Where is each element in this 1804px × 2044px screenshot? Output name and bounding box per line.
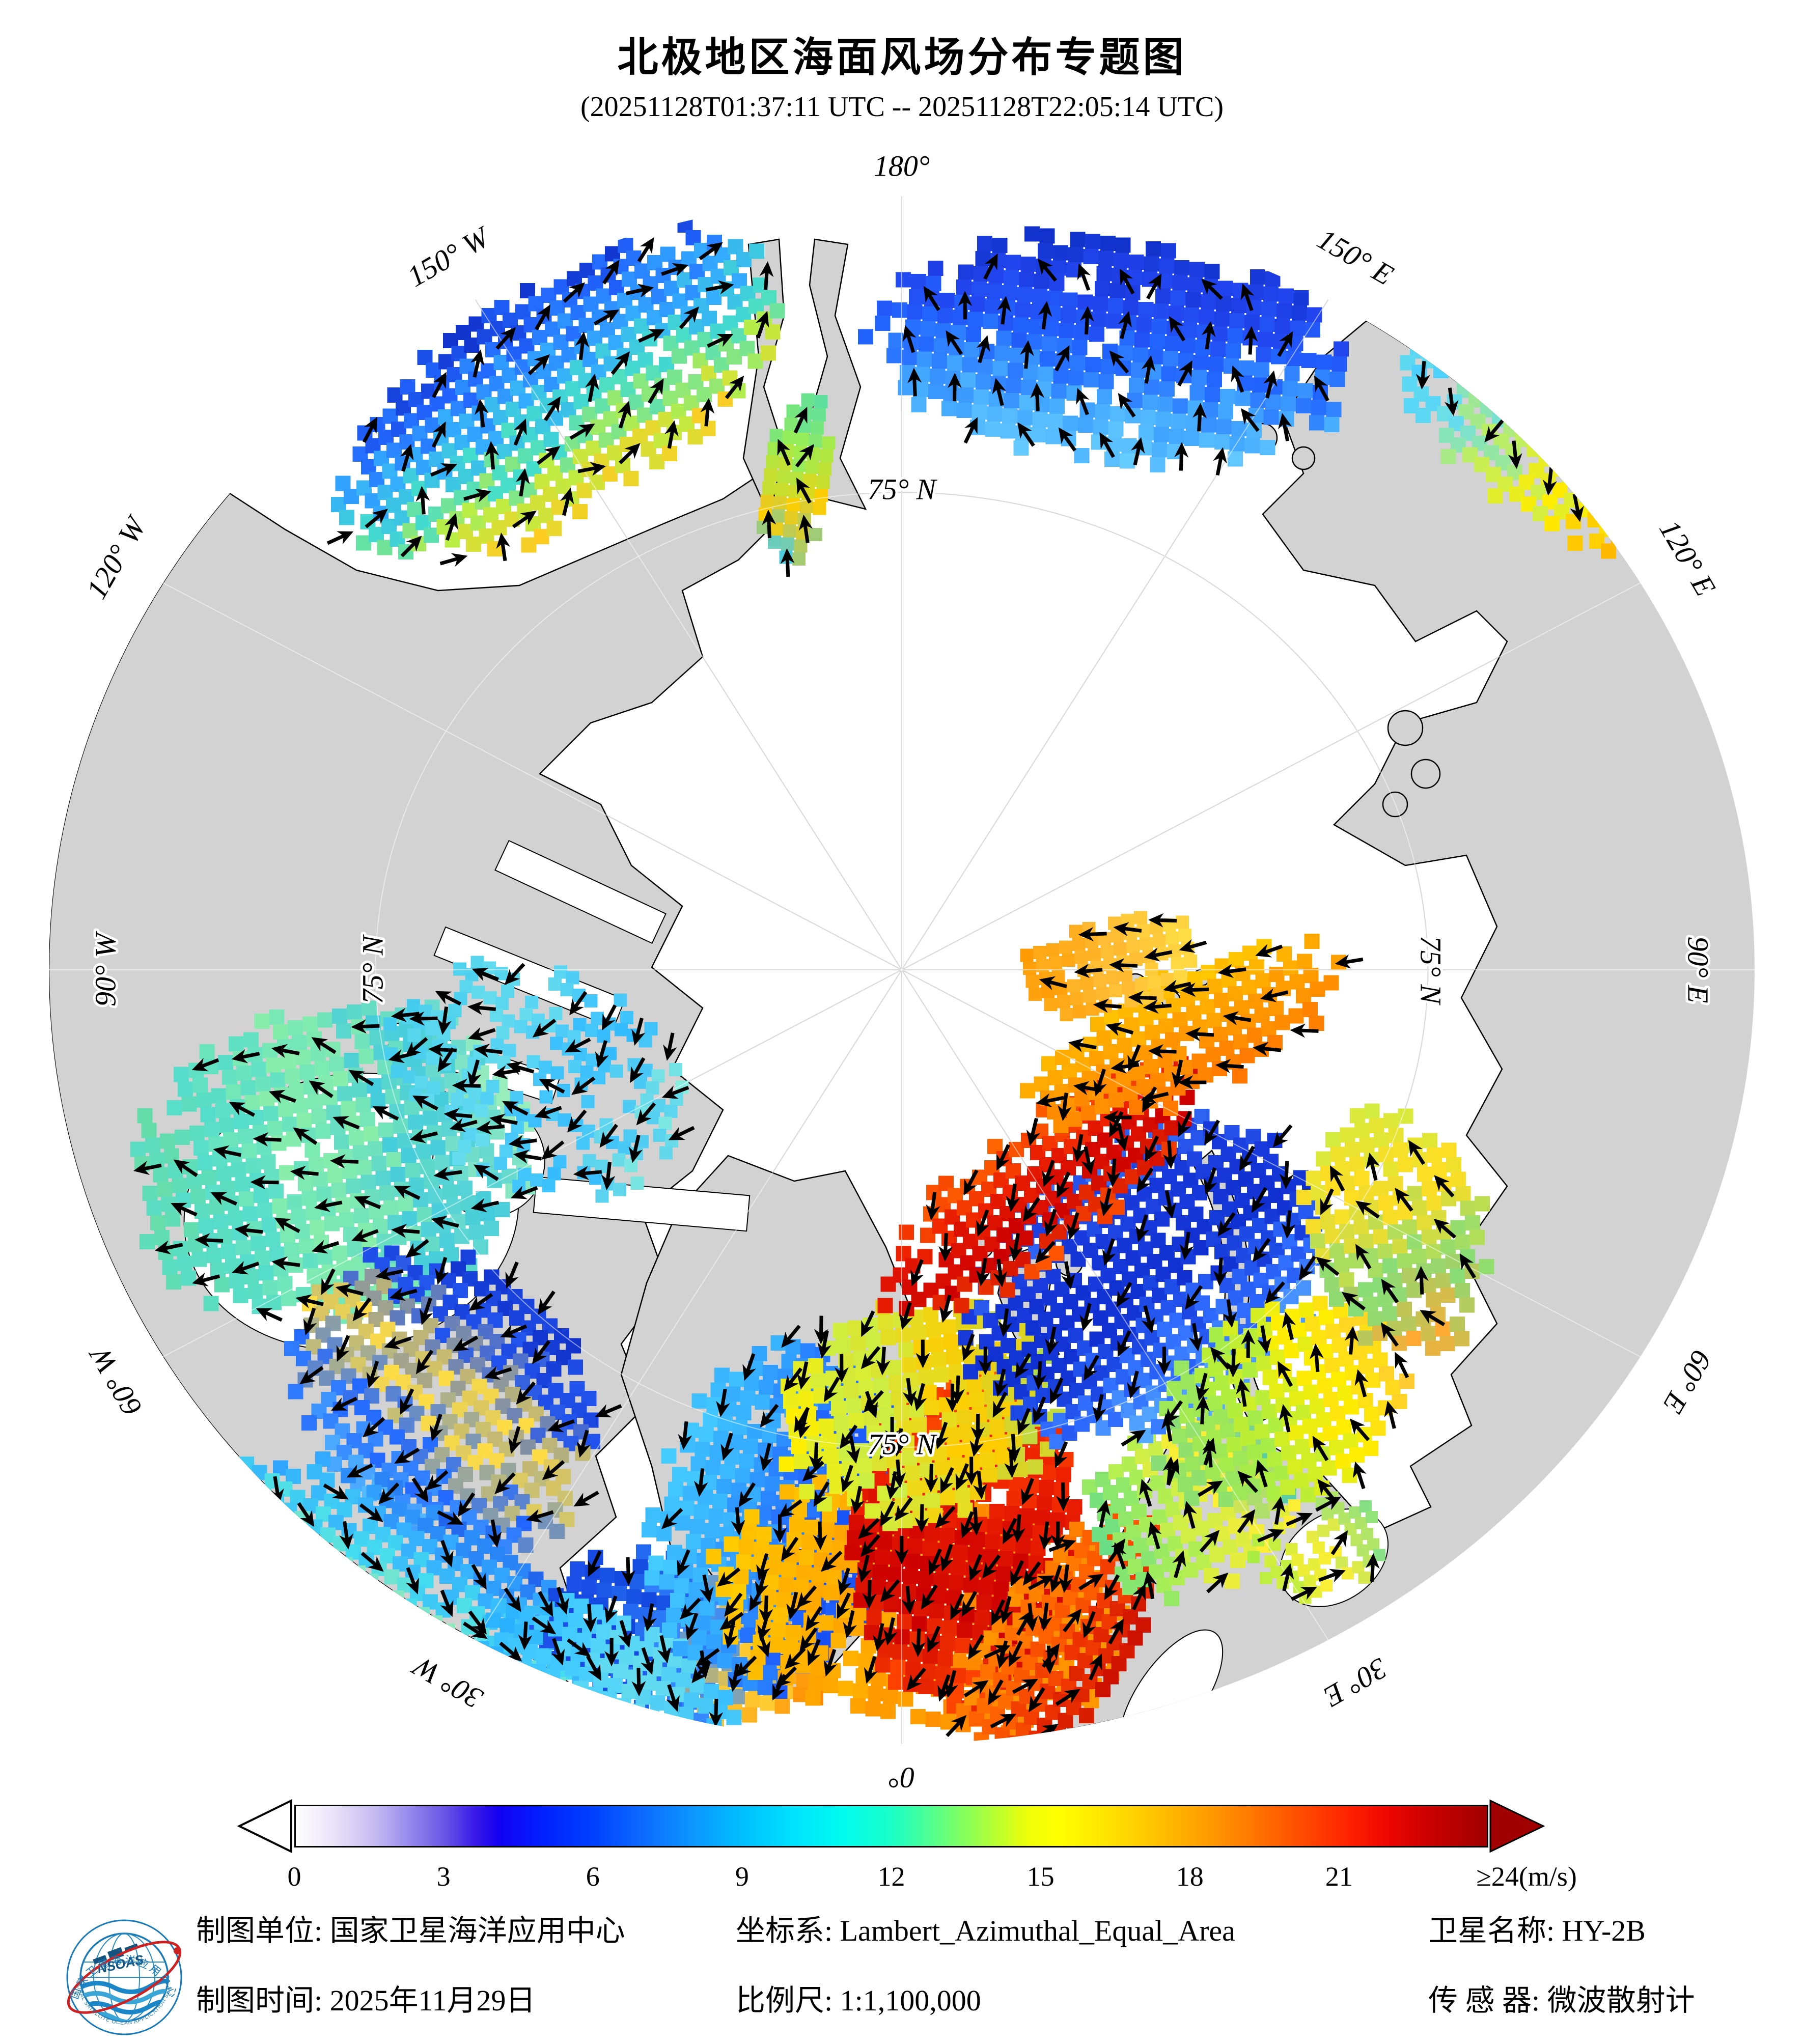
land-new-siberian-2 bbox=[1291, 446, 1316, 470]
longitude-labels: 180° 150° E 120° E 90° E 60° E 30° E 0° 30° W 60… bbox=[77, 147, 1725, 1797]
colorbar-tick: 21 bbox=[1325, 1861, 1353, 1892]
longitude-label: 180° bbox=[874, 149, 930, 182]
colorbar-tick: 12 bbox=[877, 1861, 905, 1892]
nsoas-logo: NSOAS 国家卫星海洋应用中心 NATIONAL SATELLITE OCEA… bbox=[66, 1919, 182, 2035]
longitude-label: 150° E bbox=[1312, 222, 1399, 291]
longitude-label: 120° E bbox=[1653, 514, 1722, 601]
longitude-label: 120° W bbox=[79, 510, 153, 604]
page-title: 北极地区海面风场分布专题图 bbox=[617, 35, 1187, 80]
latitude-label: 75° N bbox=[1414, 936, 1448, 1006]
water-channel-1 bbox=[494, 839, 667, 944]
latitude-label: 75° N bbox=[356, 934, 389, 1004]
colorbar-left-arrow bbox=[237, 1799, 292, 1854]
colorbar-tick: 18 bbox=[1176, 1861, 1204, 1892]
longitude-label: 90° E bbox=[1682, 936, 1715, 1003]
footer-item: 坐标系: Lambert_Azimuthal_Equal_Area bbox=[736, 1914, 1235, 1947]
wind-speed-colorbar bbox=[294, 1805, 1488, 1847]
colorbar-tick: 15 bbox=[1026, 1861, 1054, 1892]
footer-item: 制图单位: 国家卫星海洋应用中心 bbox=[196, 1914, 625, 1947]
colorbar-tick: 0 bbox=[287, 1861, 301, 1892]
footer-item: 制图时间: 2025年11月29日 bbox=[196, 1984, 536, 2017]
colorbar-tick-max: ≥24(m/s) bbox=[1476, 1861, 1577, 1892]
latitude-label: 75° N bbox=[868, 472, 938, 506]
colorbar-tick: 9 bbox=[735, 1861, 749, 1892]
footer-item: 卫星名称: HY-2B bbox=[1428, 1914, 1646, 1947]
footer-item: 比例尺: 1:1,100,000 bbox=[736, 1984, 981, 2017]
logo-orbit-satellite-dot bbox=[174, 1947, 181, 1954]
longitude-label: 30° W bbox=[406, 1649, 488, 1716]
longitude-label: 0° bbox=[889, 1761, 915, 1795]
longitude-label: 60° W bbox=[82, 1339, 149, 1421]
longitude-label: 90° W bbox=[89, 931, 122, 1006]
longitude-label: 150° W bbox=[402, 219, 496, 293]
graticule-overlay bbox=[49, 196, 1755, 1744]
colorbar-tick: 3 bbox=[436, 1861, 451, 1892]
latitude-label: 75° N bbox=[868, 1427, 938, 1461]
colorbar-right-arrow bbox=[1489, 1799, 1545, 1853]
land-severnaya-zemlya-1 bbox=[1387, 710, 1424, 746]
latitude-labels: 75° N 75° N 75° N 75° N bbox=[353, 470, 1450, 1463]
land-severnaya-zemlya-2 bbox=[1410, 759, 1441, 789]
colorbar-tick: 6 bbox=[586, 1861, 600, 1892]
footer-item: 传 感 器: 微波散射计 bbox=[1428, 1984, 1695, 2017]
longitude-label: 30° E bbox=[1318, 1651, 1393, 1714]
time-range-subtitle: (20251128T01:37:11 UTC -- 20251128T22:05… bbox=[580, 91, 1224, 123]
longitude-label: 60° E bbox=[1656, 1345, 1718, 1419]
